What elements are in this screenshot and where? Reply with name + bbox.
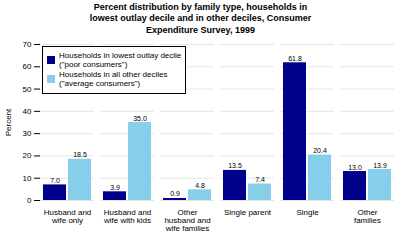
svg-text:35.0: 35.0 xyxy=(133,114,147,121)
svg-text:13.9: 13.9 xyxy=(373,161,387,168)
svg-text:3.9: 3.9 xyxy=(110,184,120,191)
svg-text:Percent: Percent xyxy=(4,108,13,136)
svg-text:Single parent: Single parent xyxy=(224,208,272,217)
svg-text:10: 10 xyxy=(23,174,32,183)
svg-text:18.5: 18.5 xyxy=(73,151,87,158)
svg-text:13.0: 13.0 xyxy=(348,163,362,170)
svg-text:13.5: 13.5 xyxy=(228,162,242,169)
svg-text:20.4: 20.4 xyxy=(313,147,327,154)
svg-text:7.4: 7.4 xyxy=(255,176,265,183)
svg-text:40: 40 xyxy=(23,107,32,116)
html-text:Percent distribution by family: Percent distribution by family type, hou… xyxy=(89,2,312,35)
svg-text:Single: Single xyxy=(296,208,319,217)
svg-text:61.8: 61.8 xyxy=(288,55,302,62)
html-text:Households in lowest outlay de: Households in lowest outlay decile ("poo… xyxy=(59,50,182,69)
svg-text:0.9: 0.9 xyxy=(170,190,180,197)
html-text:Households in all other decile: Households in all other deciles ("averag… xyxy=(59,70,168,89)
svg-text:20: 20 xyxy=(23,151,32,160)
svg-text:4.8: 4.8 xyxy=(195,182,205,189)
svg-text:Husband andwife with kids: Husband andwife with kids xyxy=(103,208,151,225)
svg-text:30: 30 xyxy=(23,129,32,138)
svg-text:7.0: 7.0 xyxy=(50,177,60,184)
svg-text:Otherfamilies: Otherfamilies xyxy=(354,208,381,225)
svg-text:0: 0 xyxy=(27,196,32,205)
svg-text:60: 60 xyxy=(23,62,32,71)
svg-text:50: 50 xyxy=(23,84,32,93)
svg-text:Husband andwife only: Husband andwife only xyxy=(44,208,92,225)
svg-text:70: 70 xyxy=(23,40,32,49)
svg-text:Otherhusband andwife families: Otherhusband andwife families xyxy=(164,208,210,233)
